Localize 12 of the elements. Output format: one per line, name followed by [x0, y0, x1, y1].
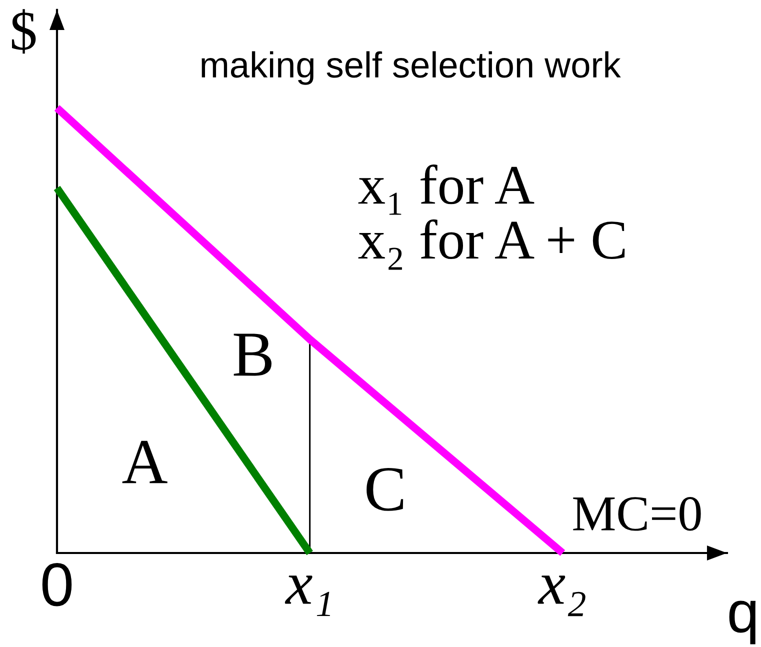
- annotation: B: [234, 334, 272, 376]
- x-tick-label: 0: [42, 562, 72, 606]
- annotation: x₁ for A: [358, 164, 534, 215]
- annotation: MC=0: [573, 497, 701, 531]
- annotation: C: [366, 468, 404, 511]
- x-tick-label: x₁: [284, 576, 330, 616]
- y-axis-title: $: [12, 9, 36, 54]
- annotation: x₂ for A + C: [358, 219, 625, 270]
- x-axis-title: q: [729, 600, 756, 644]
- chart-title: making self selection work: [202, 51, 621, 85]
- annotation: A: [122, 440, 168, 484]
- x-tick-label: x₂: [538, 576, 586, 616]
